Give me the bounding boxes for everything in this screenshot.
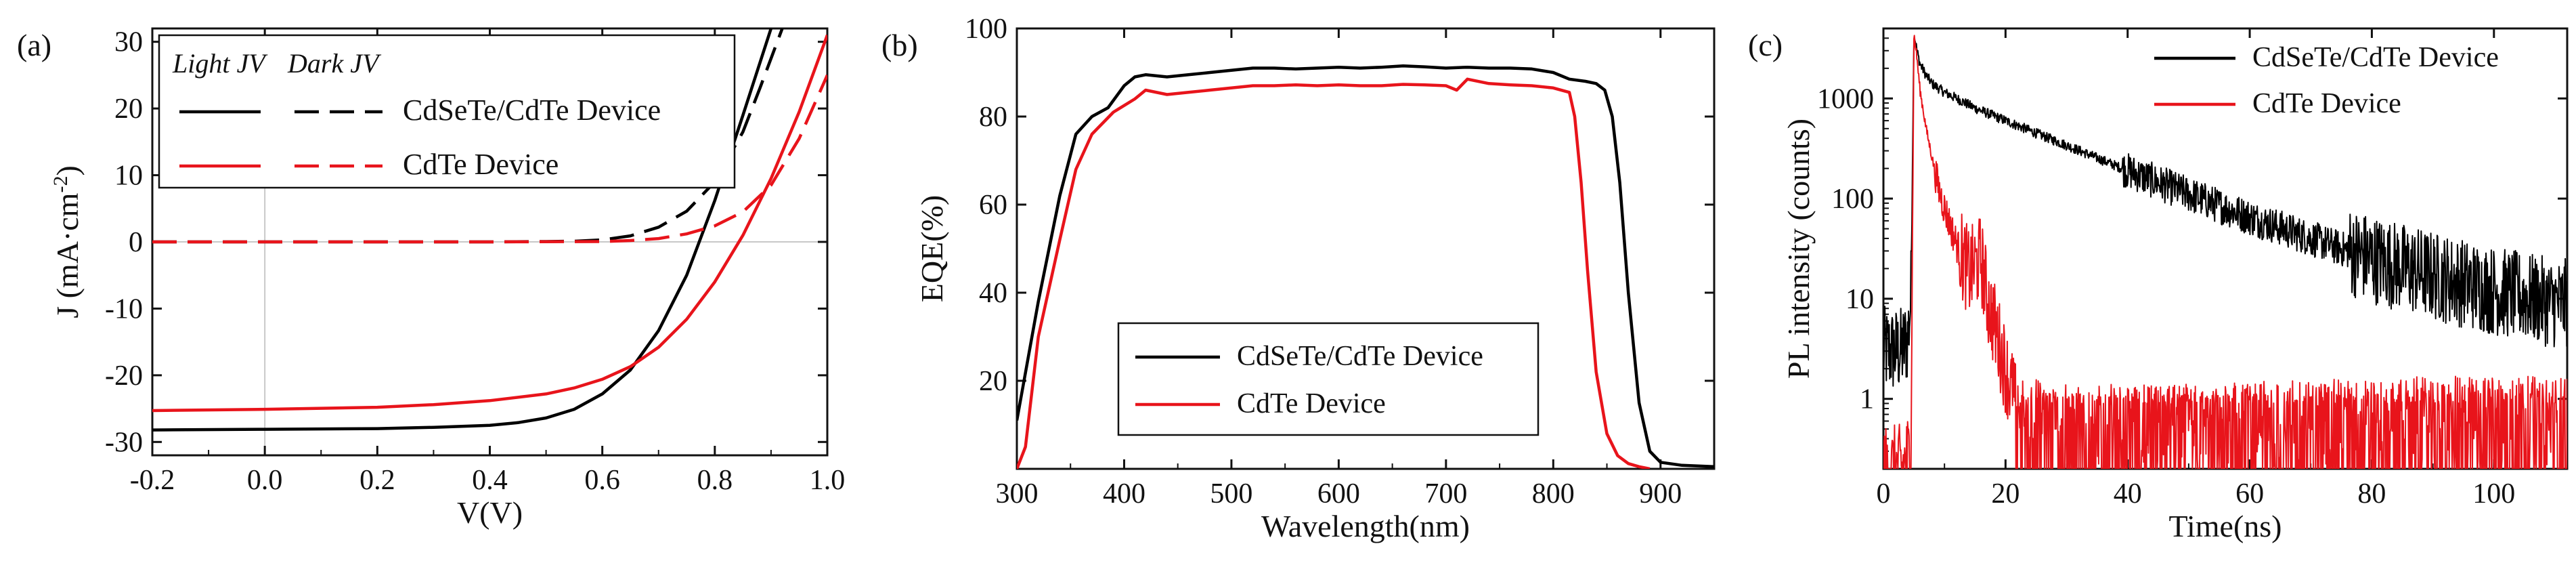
x-tick-label: 0.2 bbox=[359, 465, 395, 496]
panel-a: -0.2 0.0 0.2 0.4 0.6 0.8 1.0 -30 -20 -10 0 10 20 30 V(… bbox=[17, 27, 845, 530]
legend-label: CdTe Device bbox=[1237, 388, 1386, 419]
legend-label: CdSeTe/CdTe Device bbox=[1237, 341, 1483, 372]
y-axis-label: J (mA·cm-2) bbox=[49, 165, 85, 318]
legend-label: CdSeTe/CdTe Device bbox=[403, 94, 661, 127]
y-tick-label: 80 bbox=[979, 102, 1007, 133]
y-tick-label: -30 bbox=[105, 427, 143, 458]
panel-label: (c) bbox=[1748, 28, 1783, 62]
x-tick-label: 0.6 bbox=[584, 465, 620, 496]
series-line-cdsete-cdte bbox=[1883, 37, 2567, 387]
y-tick-label: 10 bbox=[114, 161, 143, 192]
x-tick-label: 20 bbox=[1991, 478, 2020, 510]
x-tick-label: 0 bbox=[1877, 478, 1891, 510]
y-tick-label: 0 bbox=[129, 227, 143, 258]
y-tick-label: 30 bbox=[114, 27, 143, 58]
y-tick-label: -10 bbox=[105, 293, 143, 325]
series-line-cdte bbox=[1883, 35, 2567, 469]
y-tick-label: 40 bbox=[979, 278, 1007, 309]
plot-frame bbox=[1016, 27, 1716, 470]
x-tick-label: 60 bbox=[2235, 478, 2264, 510]
x-tick-label: 80 bbox=[2357, 478, 2386, 510]
legend-header-dark: Dark JV bbox=[287, 48, 382, 79]
x-tick-label: 400 bbox=[1103, 478, 1145, 510]
y-tick-label: 60 bbox=[979, 190, 1007, 221]
y-axis-label-exponent: -2 bbox=[49, 176, 72, 193]
series-line-cdsete-cdte bbox=[1017, 64, 1714, 469]
y-axis-label: PL intensity (counts) bbox=[1781, 119, 1816, 379]
x-tick-label: 100 bbox=[2472, 478, 2515, 510]
x-tick-label: 0.8 bbox=[697, 465, 733, 496]
panel-label: (b) bbox=[881, 28, 918, 62]
y-axis-label: EQE(%) bbox=[915, 195, 949, 302]
x-axis-label: Wavelength(nm) bbox=[1261, 509, 1470, 543]
plot-area bbox=[1883, 35, 2567, 469]
legend-label: CdTe Device bbox=[403, 148, 559, 181]
x-tick-label: -0.2 bbox=[130, 465, 175, 496]
y-tick-label: 1000 bbox=[1817, 83, 1874, 115]
series-line-cdte-dark-jv bbox=[152, 74, 827, 244]
x-axis-label: V(V) bbox=[457, 495, 523, 530]
legend-header-light: Light JV bbox=[172, 48, 268, 79]
x-tick-label: 500 bbox=[1210, 478, 1252, 510]
x-axis-label: Time(ns) bbox=[2169, 509, 2282, 543]
series-line-cdte bbox=[1017, 77, 1651, 469]
panel-b: 300 400 500 600 700 800 900 20 40 60 80 100 Waveleng… bbox=[881, 14, 1716, 543]
y-tick-label: 20 bbox=[979, 366, 1007, 397]
x-tick-label: 300 bbox=[996, 478, 1039, 510]
x-tick-label: 0.4 bbox=[472, 465, 508, 496]
panel-c: 0 20 40 60 80 100 1 10 100 1000 Time(ns) PL intensi… bbox=[1748, 27, 2569, 543]
y-tick-label: -20 bbox=[105, 360, 143, 392]
y-tick-label: 100 bbox=[965, 14, 1007, 45]
x-tick-label: 700 bbox=[1424, 478, 1467, 510]
x-tick-label: 900 bbox=[1639, 478, 1682, 510]
x-tick-label: 600 bbox=[1317, 478, 1360, 510]
series-line-cdsete-cdte-light-jv bbox=[152, 28, 773, 432]
series-line-cdte-light-jv bbox=[152, 35, 827, 413]
series-line-cdsete-cdte-dark-jv bbox=[152, 28, 784, 244]
x-tick-label: 40 bbox=[2114, 478, 2142, 510]
y-axis-label-close: ) bbox=[50, 165, 85, 175]
y-tick-label: 1 bbox=[1860, 384, 1874, 415]
plot-area bbox=[152, 28, 827, 432]
legend-box bbox=[1117, 322, 1540, 436]
y-tick-label: 10 bbox=[1846, 284, 1874, 315]
y-tick-label: 100 bbox=[1831, 184, 1874, 215]
x-tick-label: 800 bbox=[1532, 478, 1575, 510]
legend-label: CdSeTe/CdTe Device bbox=[2252, 42, 2499, 73]
y-tick-label: 20 bbox=[114, 94, 143, 125]
x-tick-label: 0.0 bbox=[247, 465, 283, 496]
x-tick-label: 1.0 bbox=[810, 465, 846, 496]
panel-label: (a) bbox=[17, 28, 51, 62]
legend-label: CdTe Device bbox=[2252, 88, 2401, 119]
plot-area bbox=[1017, 64, 1714, 469]
